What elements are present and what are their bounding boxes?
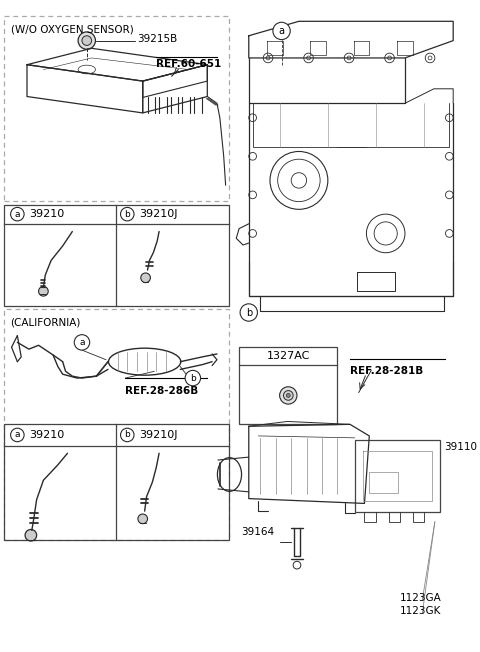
Circle shape bbox=[74, 334, 90, 350]
Text: 1123GK: 1123GK bbox=[400, 606, 442, 616]
Bar bbox=[355, 440, 440, 512]
Text: a: a bbox=[14, 430, 20, 439]
Circle shape bbox=[273, 22, 290, 40]
Bar bbox=[4, 16, 228, 201]
Circle shape bbox=[280, 387, 297, 404]
Text: a: a bbox=[278, 26, 285, 36]
Bar bbox=[4, 205, 228, 306]
Circle shape bbox=[120, 207, 134, 221]
Circle shape bbox=[120, 428, 134, 441]
Text: REF.60-651: REF.60-651 bbox=[156, 59, 221, 68]
Circle shape bbox=[185, 370, 201, 386]
Text: b: b bbox=[190, 374, 196, 383]
Circle shape bbox=[240, 304, 257, 321]
Text: (CALIFORNIA): (CALIFORNIA) bbox=[11, 318, 81, 327]
Text: 39164: 39164 bbox=[241, 527, 274, 537]
Text: 39210: 39210 bbox=[29, 430, 64, 440]
Circle shape bbox=[38, 286, 48, 296]
Circle shape bbox=[141, 273, 150, 282]
Text: 39215B: 39215B bbox=[137, 34, 177, 44]
Circle shape bbox=[284, 391, 293, 400]
Circle shape bbox=[11, 207, 24, 221]
Circle shape bbox=[78, 32, 96, 50]
Text: 39110: 39110 bbox=[444, 443, 478, 452]
Text: 39210J: 39210J bbox=[139, 430, 177, 440]
Text: 1327AC: 1327AC bbox=[266, 351, 310, 361]
Text: 39210: 39210 bbox=[29, 209, 64, 219]
Text: 39210J: 39210J bbox=[139, 209, 177, 219]
Text: a: a bbox=[79, 338, 84, 347]
Bar bbox=[4, 424, 228, 540]
Text: REF.28-281B: REF.28-281B bbox=[350, 366, 423, 376]
Text: b: b bbox=[124, 430, 130, 439]
Text: a: a bbox=[14, 210, 20, 218]
Circle shape bbox=[138, 514, 147, 524]
Circle shape bbox=[25, 529, 36, 541]
Circle shape bbox=[82, 36, 92, 46]
Text: b: b bbox=[246, 308, 252, 318]
Text: REF.28-286B: REF.28-286B bbox=[125, 386, 199, 396]
Circle shape bbox=[287, 394, 290, 397]
Text: 1123GA: 1123GA bbox=[400, 593, 442, 603]
Text: b: b bbox=[124, 210, 130, 218]
Bar bbox=[4, 308, 228, 540]
Bar bbox=[239, 348, 337, 424]
Bar bbox=[369, 471, 398, 493]
Text: (W/O OXYGEN SENSOR): (W/O OXYGEN SENSOR) bbox=[11, 24, 133, 34]
Circle shape bbox=[11, 428, 24, 441]
